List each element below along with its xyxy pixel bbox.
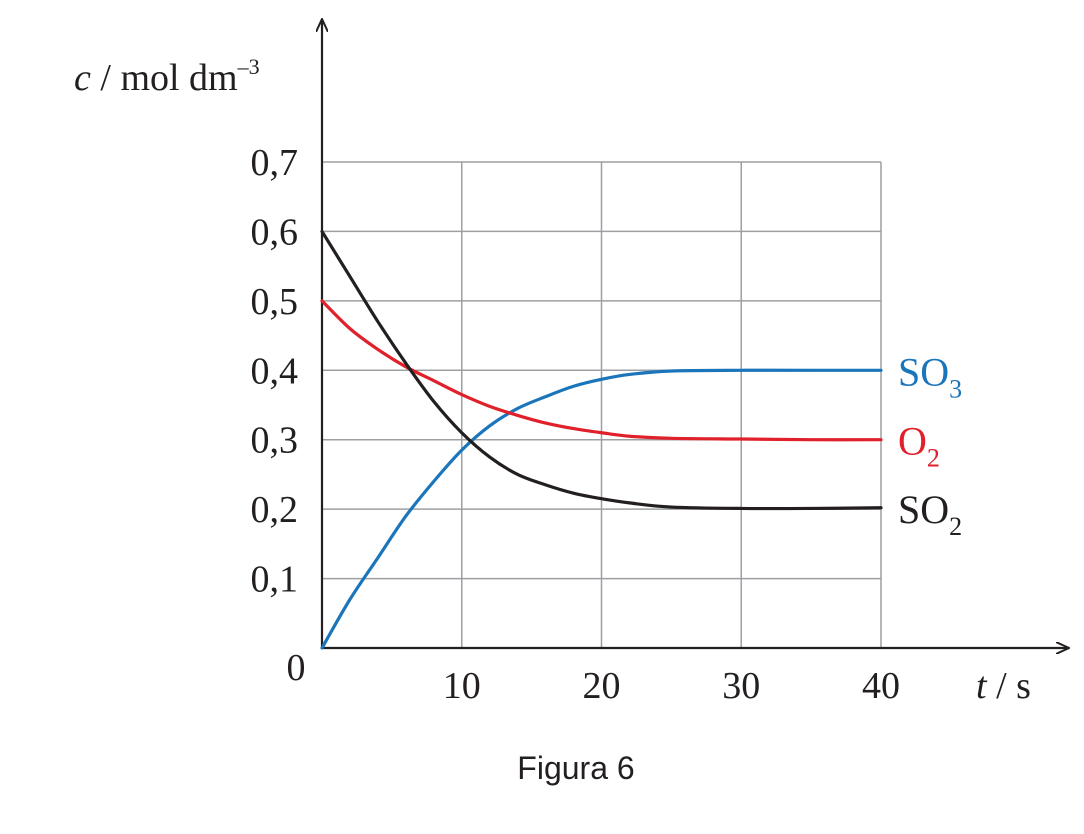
series-line-so2 — [320, 229, 883, 511]
series-label-so2: SO2 — [898, 487, 962, 541]
series-labels: SO3 O2 SO2 — [898, 349, 962, 540]
series-label-so3: SO3 — [898, 349, 962, 403]
y-tick-label: 0,5 — [251, 281, 299, 323]
x-tick-label: 30 — [722, 665, 760, 707]
y-tick-label: 0,2 — [251, 489, 299, 531]
y-tick-label: 0,1 — [251, 559, 299, 601]
x-tick-label: 10 — [443, 665, 481, 707]
figure-caption: Figura 6 — [517, 750, 634, 786]
y-tick-label: 0,3 — [251, 420, 299, 462]
y-tick-label: 0,6 — [251, 211, 299, 253]
grid — [322, 161, 882, 648]
y-tick-label: 0,7 — [251, 142, 299, 184]
series-lines — [320, 229, 883, 650]
y-tick-label: 0,4 — [251, 350, 299, 392]
x-axis-label: t / s — [976, 665, 1031, 707]
y-axis-label: c / mol dm–3 — [74, 54, 260, 99]
series-label-o2: O2 — [898, 419, 940, 473]
origin-label: 0 — [287, 647, 306, 689]
series-line-o2 — [320, 299, 883, 442]
tick-labels: 10 20 30 40 0,1 0,2 0,3 0,4 0,5 0,6 0,7 — [251, 142, 901, 707]
series-line-so3 — [320, 368, 883, 650]
x-tick-label: 20 — [583, 665, 621, 707]
x-tick-label: 40 — [862, 665, 900, 707]
